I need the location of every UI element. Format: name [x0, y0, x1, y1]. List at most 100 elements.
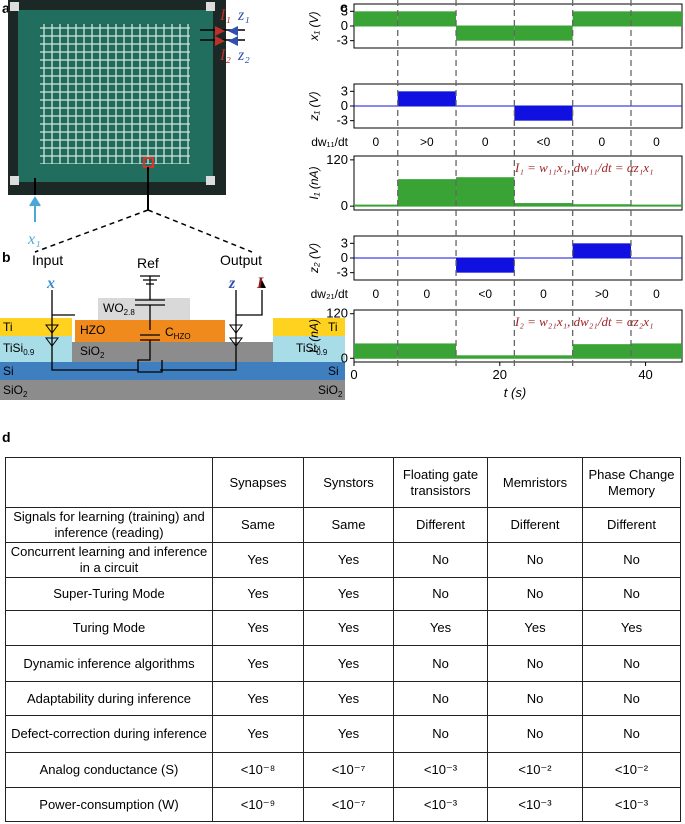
- rate-row-label: dw₂₁/dt: [311, 287, 349, 301]
- table-row: Analog conductance (S) <10⁻⁸ <10⁻⁷ <10⁻³ <10…: [5, 752, 681, 788]
- signal-label: x₁: [27, 231, 41, 248]
- panel-label: a: [2, 0, 10, 16]
- layer-label: Si: [3, 364, 14, 378]
- table-cell: No: [393, 542, 488, 578]
- y-axis-label: z₂ (V): [307, 243, 321, 274]
- row-header: Power-consumption (W): [5, 787, 213, 822]
- table-cell: No: [582, 681, 681, 716]
- y-tick-label: 120: [326, 306, 348, 321]
- row-header: Signals for learning (training) and infe…: [5, 507, 213, 543]
- table-row: Turing Mode Yes Yes Yes Yes Yes: [5, 610, 681, 646]
- panel-label: d: [2, 429, 11, 445]
- signal-label: z₂: [237, 47, 250, 64]
- panel-label: c: [340, 0, 348, 15]
- row-header: Defect-correction during inference: [5, 715, 213, 753]
- table-cell: Yes: [303, 681, 394, 716]
- column-header: Synapses: [212, 457, 304, 508]
- x-tick-label: 20: [493, 367, 507, 382]
- table-cell: Different: [582, 507, 681, 543]
- table-cell: Yes: [303, 645, 394, 682]
- device-diagram: [0, 275, 345, 400]
- table-cell: <10⁻³: [393, 752, 488, 788]
- table-cell: Yes: [212, 610, 304, 646]
- table-cell: Yes: [303, 715, 394, 753]
- table-row: Power-consumption (W) <10⁻⁹ <10⁻⁷ <10⁻³ <10⁻…: [5, 787, 681, 822]
- table-cell: No: [487, 715, 583, 753]
- corner-cell: [5, 457, 213, 508]
- column-header: Floating gate transistors: [393, 457, 488, 508]
- table-cell: Yes: [212, 645, 304, 682]
- layer-label: Ti: [3, 320, 13, 334]
- layer-label: Si: [328, 364, 339, 378]
- panel-label: b: [2, 249, 11, 265]
- rate-row-label: dw₁₁/dt: [311, 135, 348, 149]
- layer-label: SiO2: [3, 383, 28, 399]
- signal-label: I₂: [219, 47, 231, 64]
- column-header: Phase Change Memory: [582, 457, 681, 508]
- signal-segment: [572, 243, 631, 258]
- layer-label: HZO: [80, 323, 105, 337]
- terminal-label: Output: [220, 252, 262, 268]
- signal-label: I₁: [219, 7, 231, 24]
- signal-segment: [514, 355, 573, 359]
- table-cell: Same: [303, 507, 394, 543]
- table-cell: Different: [487, 507, 583, 543]
- rate-sign: >0: [420, 135, 434, 149]
- rate-sign: 0: [540, 287, 547, 301]
- table-cell: <10⁻⁷: [303, 787, 394, 822]
- table-cell: No: [487, 645, 583, 682]
- equation: I₂ = w₂₁x₁, dw₂₁/dt = αz₂x₁: [514, 314, 654, 329]
- table-cell: Yes: [212, 577, 304, 611]
- table-row: Signals for learning (training) and infe…: [5, 507, 681, 543]
- y-axis-label: I₂ (nA): [307, 319, 321, 353]
- table-row: Adaptability during inference Yes Yes No No N…: [5, 681, 681, 716]
- rate-sign: 0: [482, 135, 489, 149]
- y-tick-label: 120: [326, 152, 348, 167]
- table-cell: Yes: [303, 542, 394, 578]
- x-tick-label: 0: [350, 367, 357, 382]
- table-cell: No: [393, 715, 488, 753]
- signal-segment: [397, 343, 457, 359]
- y-tick-label: -3: [336, 265, 348, 280]
- table-cell: Yes: [303, 577, 394, 611]
- signal-segment: [456, 258, 515, 273]
- table-cell: <10⁻³: [582, 787, 681, 822]
- signal-segment: [514, 203, 573, 207]
- layer-label: TiSi0.9: [3, 341, 35, 357]
- signal-segment: [354, 343, 398, 359]
- table-cell: No: [393, 681, 488, 716]
- table-row: Super-Turing Mode Yes Yes No No No: [5, 577, 681, 611]
- row-header: Concurrent learning and inference in a c…: [5, 542, 213, 578]
- signal-segment: [514, 106, 573, 121]
- rate-sign: >0: [595, 287, 609, 301]
- table-cell: <10⁻²: [582, 752, 681, 788]
- table-cell: Same: [212, 507, 304, 543]
- table-cell: No: [582, 542, 681, 578]
- layer-label: CHZO: [165, 325, 191, 341]
- signal-label: z: [228, 275, 236, 292]
- y-tick-label: -3: [336, 33, 348, 48]
- table-cell: No: [582, 715, 681, 753]
- terminal-label: Ref: [137, 255, 159, 271]
- plot-frame: [353, 309, 683, 363]
- signal-segment: [514, 26, 573, 41]
- signal-segment: [630, 343, 682, 359]
- signal-segment: [572, 204, 631, 207]
- table-cell: No: [582, 577, 681, 611]
- table-cell: Yes: [393, 610, 488, 646]
- row-header: Dynamic inference algorithms: [5, 645, 213, 682]
- table-cell: Yes: [212, 715, 304, 753]
- table-cell: No: [393, 577, 488, 611]
- table-cell: No: [582, 645, 681, 682]
- signal-segment: [456, 26, 515, 41]
- signal-segment: [456, 355, 515, 359]
- layer-label: SiO2: [80, 344, 105, 360]
- y-tick-label: 0: [341, 250, 348, 265]
- x-axis-label: t (s): [504, 385, 526, 400]
- signal-segment: [630, 204, 682, 207]
- layer-label: TiSi0.9: [296, 341, 328, 357]
- table-cell: <10⁻³: [393, 787, 488, 822]
- y-tick-label: -3: [336, 113, 348, 128]
- table-cell: <10⁻⁸: [212, 752, 304, 788]
- table-cell: No: [487, 681, 583, 716]
